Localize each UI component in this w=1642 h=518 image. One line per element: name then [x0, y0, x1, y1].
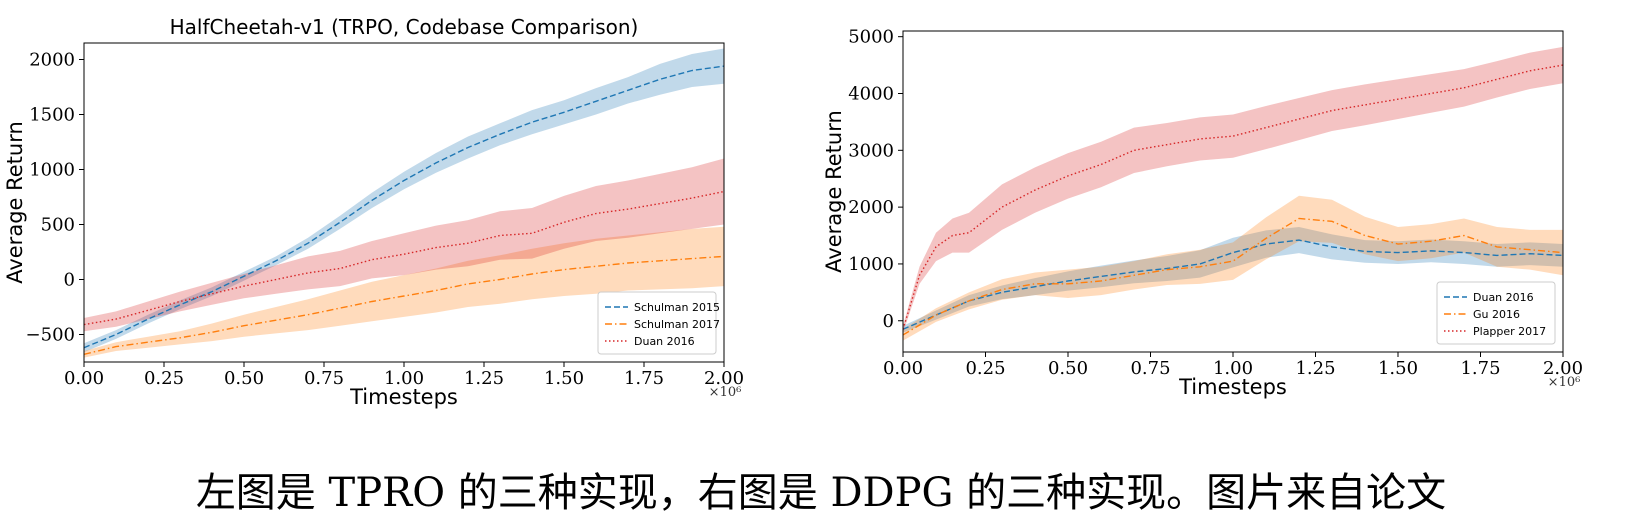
band-duan-2016 [84, 158, 724, 332]
x-tick-label: 0.25 [965, 358, 1005, 379]
legend-label-duan-2016: Duan 2016 [1473, 291, 1534, 304]
y-tick-label: 2000 [848, 197, 894, 218]
legend: Duan 2016 Gu 2016 Plapper 2017 [1436, 281, 1556, 345]
x-tick-label: 0.50 [224, 368, 264, 389]
legend-label-plapper-2017: Plapper 2017 [1473, 325, 1546, 338]
band-schulman-2017 [84, 226, 724, 358]
series-line-gu-2016 [903, 217, 1563, 336]
band-duan-2016 [903, 227, 1563, 333]
x-tick-label: 1.50 [544, 368, 584, 389]
legend-label-schulman-2017: Schulman 2017 [634, 318, 720, 331]
y-tick-label: 500 [41, 215, 75, 236]
chart-1: 0.00 0.25 0.50 0.75 1.00 1.25 1.50 1.75 2.00 −500… [3, 15, 744, 409]
x-tick-label: 0.50 [1048, 358, 1088, 379]
x-scale-label: ×10⁶ [1548, 375, 1581, 390]
x-tick-label: 0.75 [1130, 358, 1170, 379]
series-line-schulman-2015 [84, 65, 724, 349]
x-axis-label: Timesteps [349, 385, 458, 409]
y-tick-label: 1500 [29, 105, 75, 126]
x-tick-label: 1.00 [384, 368, 424, 389]
x-tick-label: 2.00 [1543, 358, 1583, 379]
y-tick-label: −500 [26, 325, 75, 346]
x-axis-label: Timesteps [1178, 375, 1287, 399]
y-axis-label: Average Return [822, 110, 846, 273]
x-scale-label: ×10⁶ [709, 385, 742, 400]
series-line-plapper-2017 [903, 64, 1563, 330]
plot-area [84, 48, 724, 358]
y-tick-label: 1000 [29, 160, 75, 181]
y-tick-label: 3000 [848, 140, 894, 161]
x-tick-label: 2.00 [704, 368, 744, 389]
x-tick-label: 1.25 [1295, 358, 1335, 379]
legend: Schulman 2015 Schulman 2017 Duan 2016 [597, 291, 720, 355]
y-tick-label: 5000 [848, 27, 894, 48]
x-tick-label: 1.00 [1213, 358, 1253, 379]
figure-caption: 左图是 TPRO 的三种实现，右图是 DDPG 的三种实现。图片来自论文 [195, 470, 1447, 516]
chart-title: HalfCheetah-v1 (TRPO, Codebase Compariso… [170, 15, 639, 39]
x-tick-label: 0.25 [144, 368, 184, 389]
legend-label-schulman-2015: Schulman 2015 [634, 301, 720, 314]
y-tick-label: 0 [64, 270, 75, 291]
chart-2: 0.00 0.25 0.50 0.75 1.00 1.25 1.50 1.75 2.00 0 100… [822, 27, 1583, 399]
y-tick-label: 2000 [29, 50, 75, 71]
x-tick-label: 0.00 [883, 358, 923, 379]
x-tick-label: 0.00 [64, 368, 104, 389]
x-tick-label: 1.25 [464, 368, 504, 389]
x-tick-label: 1.50 [1378, 358, 1418, 379]
y-tick-label: 0 [883, 311, 894, 332]
y-tick-label: 1000 [848, 254, 894, 275]
series-line-schulman-2017 [84, 255, 724, 355]
series-line-duan-2016 [903, 239, 1563, 330]
plot-area [903, 46, 1563, 341]
legend-label-gu-2016: Gu 2016 [1473, 308, 1520, 321]
y-axis-label: Average Return [3, 121, 27, 284]
y-tick-label: 4000 [848, 83, 894, 104]
band-plapper-2017 [903, 46, 1563, 333]
x-tick-label: 1.75 [1460, 358, 1500, 379]
legend-label-duan-2016: Duan 2016 [634, 335, 695, 348]
x-tick-label: 1.75 [624, 368, 664, 389]
band-gu-2016 [903, 195, 1563, 341]
x-tick-label: 0.75 [304, 368, 344, 389]
